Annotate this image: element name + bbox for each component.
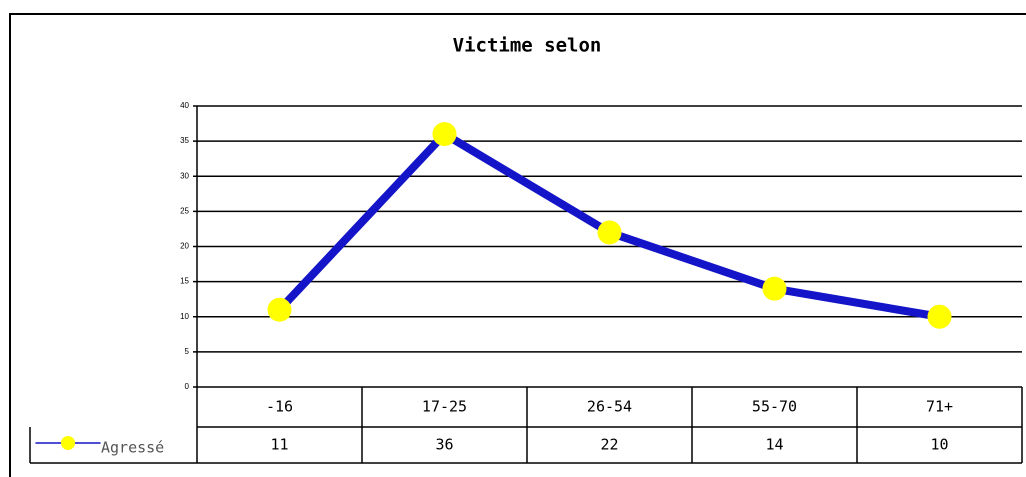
table-value: 22 — [600, 436, 618, 454]
chart-title: Victime selon — [453, 35, 602, 57]
legend-marker — [61, 436, 75, 450]
y-tick-label: 30 — [180, 171, 189, 180]
marker — [597, 220, 622, 245]
x-tick-label: 55-70 — [752, 398, 797, 416]
x-tick-label: 71+ — [926, 398, 953, 416]
x-tick-label: -16 — [266, 398, 293, 416]
chart-frame — [9, 13, 1026, 477]
marker — [927, 304, 952, 329]
table-value: 36 — [435, 436, 453, 454]
y-tick-label: 25 — [180, 206, 189, 215]
y-tick-label: 40 — [180, 101, 189, 110]
table-value: 10 — [930, 436, 948, 454]
marker — [267, 297, 292, 322]
y-tick-label: 10 — [180, 312, 189, 321]
y-tick-label: 0 — [185, 382, 190, 391]
x-tick-label: 17-25 — [422, 398, 467, 416]
marker — [762, 276, 787, 301]
table-value: 11 — [270, 436, 288, 454]
y-tick-label: 5 — [185, 347, 190, 356]
marker — [432, 122, 457, 147]
y-tick-label: 15 — [180, 277, 189, 286]
y-tick-label: 20 — [180, 242, 189, 251]
legend-label: Agressé — [101, 439, 164, 457]
table-value: 14 — [765, 436, 783, 454]
y-tick-label: 35 — [180, 136, 189, 145]
x-tick-label: 26-54 — [587, 398, 632, 416]
